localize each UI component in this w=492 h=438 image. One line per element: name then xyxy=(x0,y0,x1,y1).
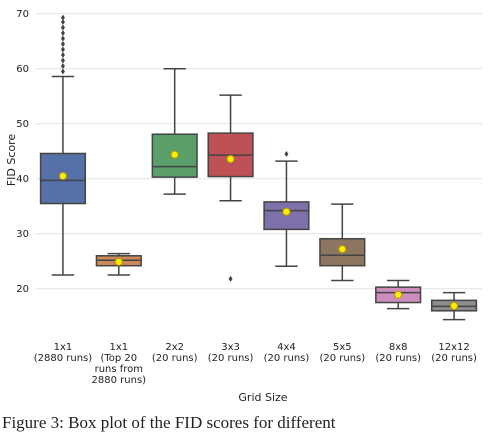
mean xyxy=(394,290,403,299)
x-tick-label: 12x12 xyxy=(438,342,469,353)
flier xyxy=(60,68,65,75)
mean xyxy=(282,207,291,216)
plot-area xyxy=(35,0,482,335)
flier xyxy=(228,275,233,282)
mean xyxy=(114,257,123,266)
x-tick-label: 2x2 xyxy=(165,342,184,353)
x-tick-label: (2880 runs) xyxy=(34,353,93,364)
x-tick-label: 5x5 xyxy=(333,342,352,353)
y-axis-title: FID Score xyxy=(5,134,18,187)
x-tick-label: (20 runs) xyxy=(152,353,198,364)
x-tick-label: (20 runs) xyxy=(319,353,365,364)
x-tick-label: 3x3 xyxy=(221,342,240,353)
flier xyxy=(60,46,65,53)
x-tick-label: (Top 20 xyxy=(100,353,137,364)
x-tick-label: (20 runs) xyxy=(264,353,310,364)
y-tick-label: 30 xyxy=(16,229,29,240)
x-tick-label: runs from xyxy=(95,364,143,375)
x-tick-label: 8x8 xyxy=(389,342,408,353)
y-tick-label: 60 xyxy=(16,64,29,75)
mean xyxy=(58,172,67,181)
caption: Figure 3: Box plot of the FID scores for… xyxy=(2,413,336,432)
y-tick-label: 70 xyxy=(16,9,29,20)
flier xyxy=(60,52,65,59)
flier xyxy=(60,57,65,64)
flier xyxy=(60,24,65,31)
flier xyxy=(284,151,289,158)
mean xyxy=(170,150,179,159)
x-tick-label: 1x1 xyxy=(54,342,73,353)
x-tick-label: (20 runs) xyxy=(375,353,421,364)
flier xyxy=(60,41,65,48)
flier xyxy=(60,19,65,26)
x-tick-label: (20 runs) xyxy=(208,353,254,364)
mean xyxy=(338,245,347,254)
x-tick-label: 2880 runs) xyxy=(92,375,147,386)
mean xyxy=(226,154,235,163)
mean xyxy=(450,301,459,310)
x-axis-title: Grid Size xyxy=(238,391,287,404)
x-tick-label: 4x4 xyxy=(277,342,296,353)
y-tick-label: 40 xyxy=(16,174,29,185)
x-tick-label: 1x1 xyxy=(109,342,128,353)
flier xyxy=(60,30,65,37)
flier xyxy=(60,35,65,42)
y-tick-label: 50 xyxy=(16,119,29,130)
flier xyxy=(60,63,65,70)
x-tick-label: (20 runs) xyxy=(431,353,477,364)
y-tick-label: 20 xyxy=(16,284,29,295)
flier xyxy=(60,14,65,21)
